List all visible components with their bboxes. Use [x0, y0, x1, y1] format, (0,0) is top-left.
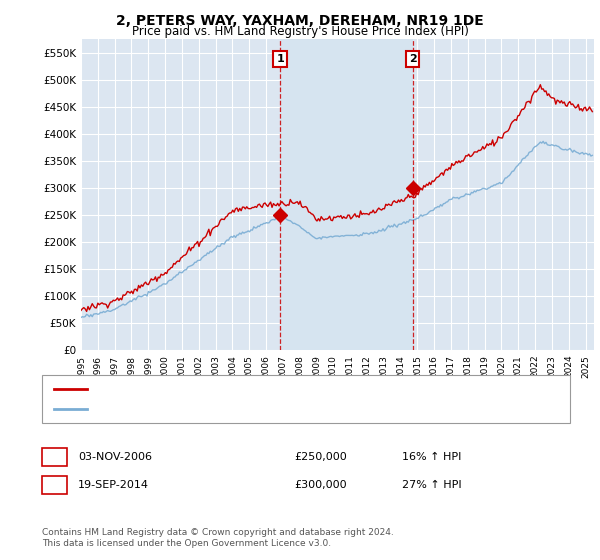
Text: 2, PETERS WAY, YAXHAM, DEREHAM, NR19 1DE: 2, PETERS WAY, YAXHAM, DEREHAM, NR19 1DE [116, 14, 484, 28]
Text: Contains HM Land Registry data © Crown copyright and database right 2024.
This d: Contains HM Land Registry data © Crown c… [42, 528, 394, 548]
Bar [280, 39, 413, 350]
Text: £300,000: £300,000 [294, 480, 347, 490]
Text: 19-SEP-2014: 19-SEP-2014 [78, 480, 149, 490]
Text: £250,000: £250,000 [294, 452, 347, 462]
Text: 1: 1 [51, 452, 58, 462]
Text: 03-NOV-2006: 03-NOV-2006 [78, 452, 152, 462]
Text: 1: 1 [276, 54, 284, 64]
Text: 27% ↑ HPI: 27% ↑ HPI [402, 480, 461, 490]
Text: 16% ↑ HPI: 16% ↑ HPI [402, 452, 461, 462]
Text: 2, PETERS WAY, YAXHAM, DEREHAM, NR19 1DE (detached house): 2, PETERS WAY, YAXHAM, DEREHAM, NR19 1DE… [93, 384, 434, 394]
Text: HPI: Average price, detached house, Breckland: HPI: Average price, detached house, Brec… [93, 404, 338, 414]
Text: 2: 2 [409, 54, 416, 64]
Text: 2: 2 [51, 480, 58, 490]
Text: Price paid vs. HM Land Registry's House Price Index (HPI): Price paid vs. HM Land Registry's House … [131, 25, 469, 38]
